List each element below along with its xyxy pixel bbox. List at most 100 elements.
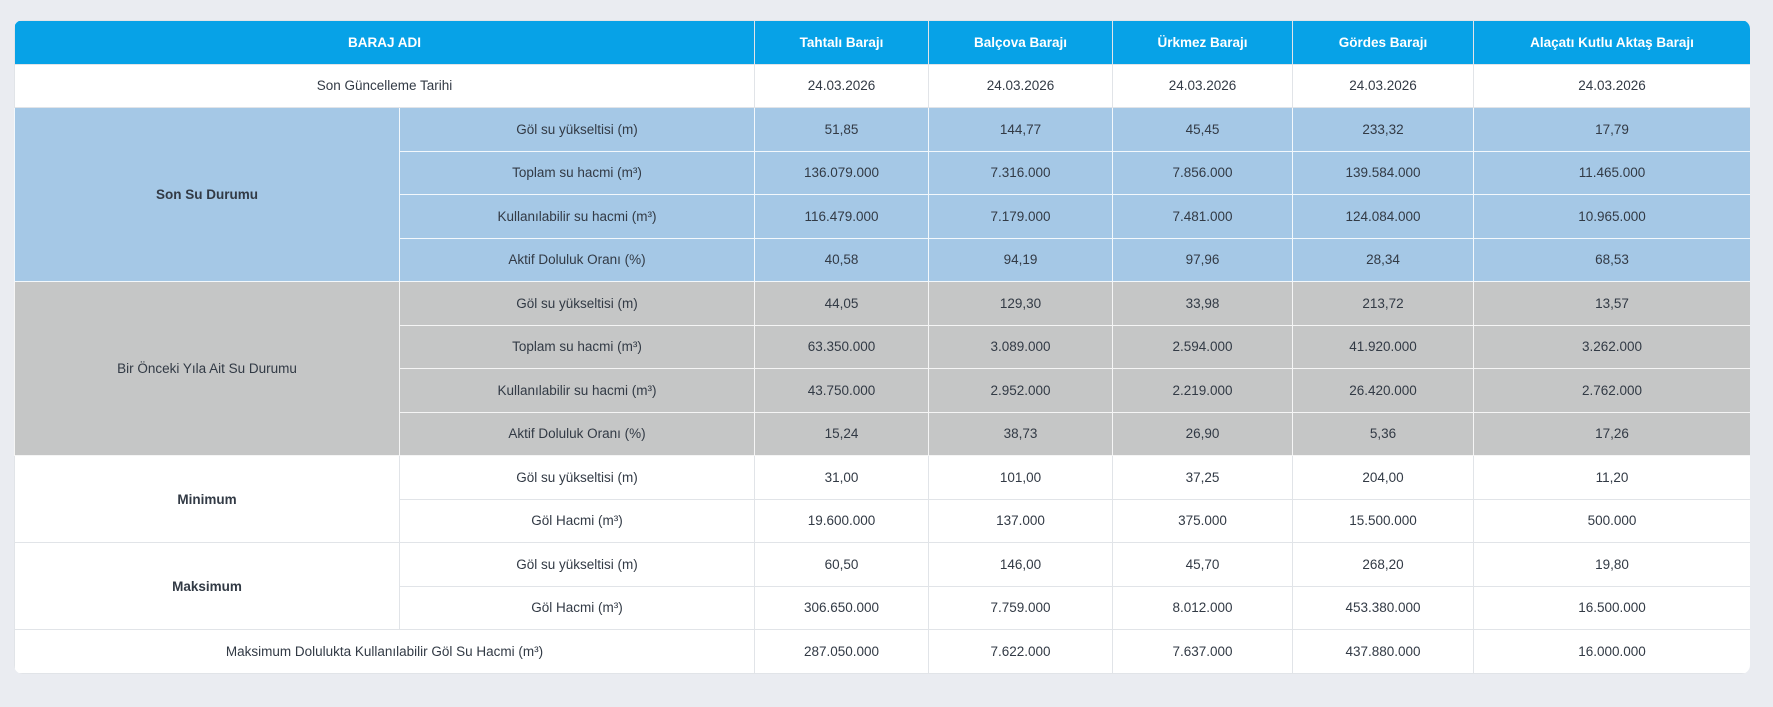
column-header-alacati: Alaçatı Kutlu Aktaş Barajı [1473, 20, 1750, 65]
dam-status-table: BARAJ ADI Tahtalı Barajı Balçova Barajı … [14, 20, 1750, 674]
value-cell: 453.380.000 [1292, 585, 1475, 630]
update-date-label: Son Güncelleme Tarihi [14, 63, 756, 108]
metric-label: Aktif Doluluk Oranı (%) [398, 411, 756, 456]
value-cell: 24.03.2026 [754, 63, 930, 108]
value-cell: 144,77 [928, 107, 1114, 152]
value-cell: 7.759.000 [928, 585, 1114, 630]
table-header-row: BARAJ ADI Tahtalı Barajı Balçova Barajı … [14, 20, 1750, 65]
value-cell: 3.262.000 [1473, 324, 1750, 369]
value-cell: 41.920.000 [1292, 324, 1475, 369]
column-header-balcova: Balçova Barajı [928, 20, 1114, 65]
value-cell: 24.03.2026 [1112, 63, 1294, 108]
value-cell: 500.000 [1473, 498, 1750, 543]
metric-label: Kullanılabilir su hacmi (m³) [398, 194, 756, 239]
column-header-urkmez: Ürkmez Barajı [1112, 20, 1294, 65]
value-cell: 11.465.000 [1473, 150, 1750, 195]
value-cell: 51,85 [754, 107, 930, 152]
value-cell: 16.500.000 [1473, 585, 1750, 630]
metric-label: Toplam su hacmi (m³) [398, 150, 756, 195]
value-cell: 60,50 [754, 542, 930, 587]
value-cell: 63.350.000 [754, 324, 930, 369]
value-cell: 8.012.000 [1112, 585, 1294, 630]
value-cell: 33,98 [1112, 281, 1294, 326]
value-cell: 26.420.000 [1292, 368, 1475, 413]
metric-label: Göl su yükseltisi (m) [398, 107, 756, 152]
value-cell: 17,79 [1473, 107, 1750, 152]
value-cell: 233,32 [1292, 107, 1475, 152]
value-cell: 116.479.000 [754, 194, 930, 239]
value-cell: 146,00 [928, 542, 1114, 587]
value-cell: 19.600.000 [754, 498, 930, 543]
value-cell: 7.481.000 [1112, 194, 1294, 239]
value-cell: 437.880.000 [1292, 629, 1475, 674]
value-cell: 375.000 [1112, 498, 1294, 543]
value-cell: 10.965.000 [1473, 194, 1750, 239]
value-cell: 45,70 [1112, 542, 1294, 587]
value-cell: 7.637.000 [1112, 629, 1294, 674]
section-label-maksimum: Maksimum [14, 542, 400, 630]
value-cell: 11,20 [1473, 455, 1750, 500]
value-cell: 287.050.000 [754, 629, 930, 674]
column-header-tahtali: Tahtalı Barajı [754, 20, 930, 65]
metric-label: Kullanılabilir su hacmi (m³) [398, 368, 756, 413]
value-cell: 24.03.2026 [1292, 63, 1475, 108]
value-cell: 38,73 [928, 411, 1114, 456]
column-header-gordes: Gördes Barajı [1292, 20, 1475, 65]
value-cell: 204,00 [1292, 455, 1475, 500]
value-cell: 24.03.2026 [1473, 63, 1750, 108]
table-row: Toplam su hacmi (m³) 136.079.000 7.316.0… [15, 150, 1750, 195]
value-cell: 7.856.000 [1112, 150, 1294, 195]
value-cell: 137.000 [928, 498, 1114, 543]
value-cell: 94,19 [928, 237, 1114, 282]
table-row: Aktif Doluluk Oranı (%) 40,58 94,19 97,9… [15, 237, 1750, 282]
value-cell: 37,25 [1112, 455, 1294, 500]
table-row: Minimum Göl su yükseltisi (m) 31,00 101,… [14, 455, 1750, 543]
value-cell: 129,30 [928, 281, 1114, 326]
value-cell: 124.084.000 [1292, 194, 1475, 239]
table-row: Maksimum Göl su yükseltisi (m) 60,50 146… [14, 542, 1750, 630]
value-cell: 3.089.000 [928, 324, 1114, 369]
value-cell: 2.594.000 [1112, 324, 1294, 369]
value-cell: 2.762.000 [1473, 368, 1750, 413]
column-header-baraj-adi: BARAJ ADI [14, 20, 756, 65]
dam-status-table-card: BARAJ ADI Tahtalı Barajı Balçova Barajı … [14, 20, 1750, 674]
value-cell: 68,53 [1473, 237, 1750, 282]
value-cell: 43.750.000 [754, 368, 930, 413]
table-row: Kullanılabilir su hacmi (m³) 116.479.000… [15, 194, 1750, 239]
table-row: Göl Hacmi (m³) 19.600.000 137.000 375.00… [15, 498, 1750, 543]
value-cell: 26,90 [1112, 411, 1294, 456]
section-label-minimum: Minimum [14, 455, 400, 543]
table-row: Kullanılabilir su hacmi (m³) 43.750.000 … [15, 368, 1750, 413]
table-row: Göl Hacmi (m³) 306.650.000 7.759.000 8.0… [15, 585, 1750, 630]
table-row: Toplam su hacmi (m³) 63.350.000 3.089.00… [15, 324, 1750, 369]
metric-label: Göl Hacmi (m³) [398, 585, 756, 630]
value-cell: 5,36 [1292, 411, 1475, 456]
table-row: Son Su Durumu Göl su yükseltisi (m) 51,8… [14, 107, 1750, 282]
value-cell: 13,57 [1473, 281, 1750, 326]
value-cell: 19,80 [1473, 542, 1750, 587]
value-cell: 31,00 [754, 455, 930, 500]
value-cell: 136.079.000 [754, 150, 930, 195]
value-cell: 16.000.000 [1473, 629, 1750, 674]
footer-row: Maksimum Dolulukta Kullanılabilir Göl Su… [14, 629, 1750, 674]
value-cell: 2.219.000 [1112, 368, 1294, 413]
value-cell: 40,58 [754, 237, 930, 282]
update-date-row: Son Güncelleme Tarihi 24.03.2026 24.03.2… [14, 63, 1750, 108]
footer-label: Maksimum Dolulukta Kullanılabilir Göl Su… [14, 629, 756, 674]
metric-label: Aktif Doluluk Oranı (%) [398, 237, 756, 282]
metric-label: Göl Hacmi (m³) [398, 498, 756, 543]
value-cell: 15.500.000 [1292, 498, 1475, 543]
value-cell: 101,00 [928, 455, 1114, 500]
metric-label: Göl su yükseltisi (m) [398, 542, 756, 587]
value-cell: 2.952.000 [928, 368, 1114, 413]
value-cell: 44,05 [754, 281, 930, 326]
value-cell: 45,45 [1112, 107, 1294, 152]
value-cell: 213,72 [1292, 281, 1475, 326]
metric-label: Toplam su hacmi (m³) [398, 324, 756, 369]
metric-label: Göl su yükseltisi (m) [398, 281, 756, 326]
metric-label: Göl su yükseltisi (m) [398, 455, 756, 500]
value-cell: 7.179.000 [928, 194, 1114, 239]
table-row: Aktif Doluluk Oranı (%) 15,24 38,73 26,9… [15, 411, 1750, 456]
table-row: Bir Önceki Yıla Ait Su Durumu Göl su yük… [14, 281, 1750, 456]
